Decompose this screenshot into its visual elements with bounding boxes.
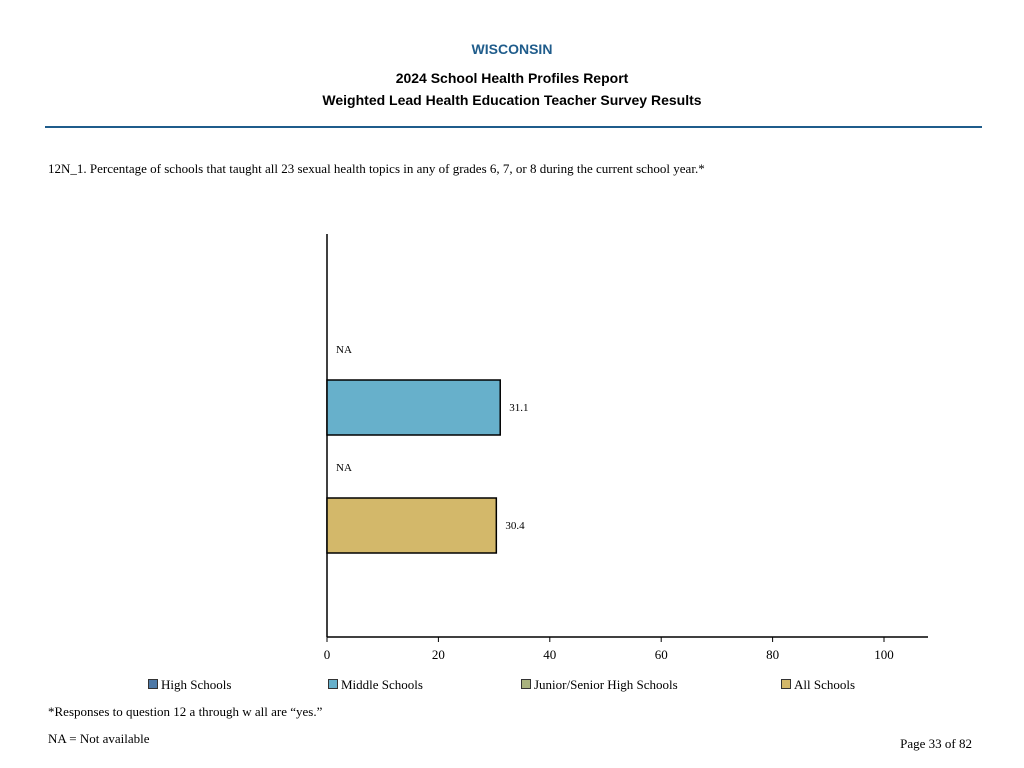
- x-tick-label-0: 0: [324, 647, 331, 662]
- x-tick-label-40: 40: [543, 647, 556, 662]
- legend-item-all-schools: All Schools: [781, 677, 855, 693]
- chart-legend: High Schools Middle Schools Junior/Senio…: [0, 677, 1024, 695]
- state-title: WISCONSIN: [471, 41, 553, 57]
- bar-all-schools: [326, 497, 498, 554]
- footnote-na: NA = Not available: [48, 731, 150, 746]
- legend-item-high-schools: High Schools: [148, 677, 231, 693]
- legend-swatch-junior-senior-high-schools: [521, 679, 531, 689]
- bar-value-middle-schools: 31.1: [509, 402, 528, 414]
- legend-item-junior-senior-high-schools: Junior/Senior High Schools: [521, 677, 678, 693]
- legend-item-middle-schools: Middle Schools: [328, 677, 423, 693]
- legend-label-middle-schools: Middle Schools: [341, 677, 423, 692]
- bar-middle-schools: [326, 379, 501, 436]
- legend-swatch-all-schools: [781, 679, 791, 689]
- legend-label-all-schools: All Schools: [794, 677, 856, 692]
- report-title: 2024 School Health Profiles Report: [395, 70, 629, 86]
- question-text: 12N_1. Percentage of schools that taught…: [48, 161, 705, 176]
- bar-value-high-schools: NA: [336, 344, 352, 356]
- report-subtitle: Weighted Lead Health Education Teacher S…: [322, 92, 702, 108]
- legend-swatch-middle-schools: [328, 679, 338, 689]
- bar-value-junior-senior-high-schools: NA: [336, 462, 352, 474]
- x-tick-label-100: 100: [874, 647, 894, 662]
- bar-value-all-schools: 30.4: [505, 520, 525, 532]
- x-tick-label-20: 20: [432, 647, 445, 662]
- page-number: Page 33 of 82: [900, 736, 972, 751]
- legend-label-high-schools: High Schools: [161, 677, 232, 692]
- header-divider: [45, 126, 982, 128]
- x-tick-label-60: 60: [655, 647, 668, 662]
- legend-label-junior-senior-high-schools: Junior/Senior High Schools: [534, 677, 678, 692]
- x-tick-label-80: 80: [766, 647, 779, 662]
- legend-swatch-high-schools: [148, 679, 158, 689]
- footnote-responses: *Responses to question 12 a through w al…: [48, 704, 323, 719]
